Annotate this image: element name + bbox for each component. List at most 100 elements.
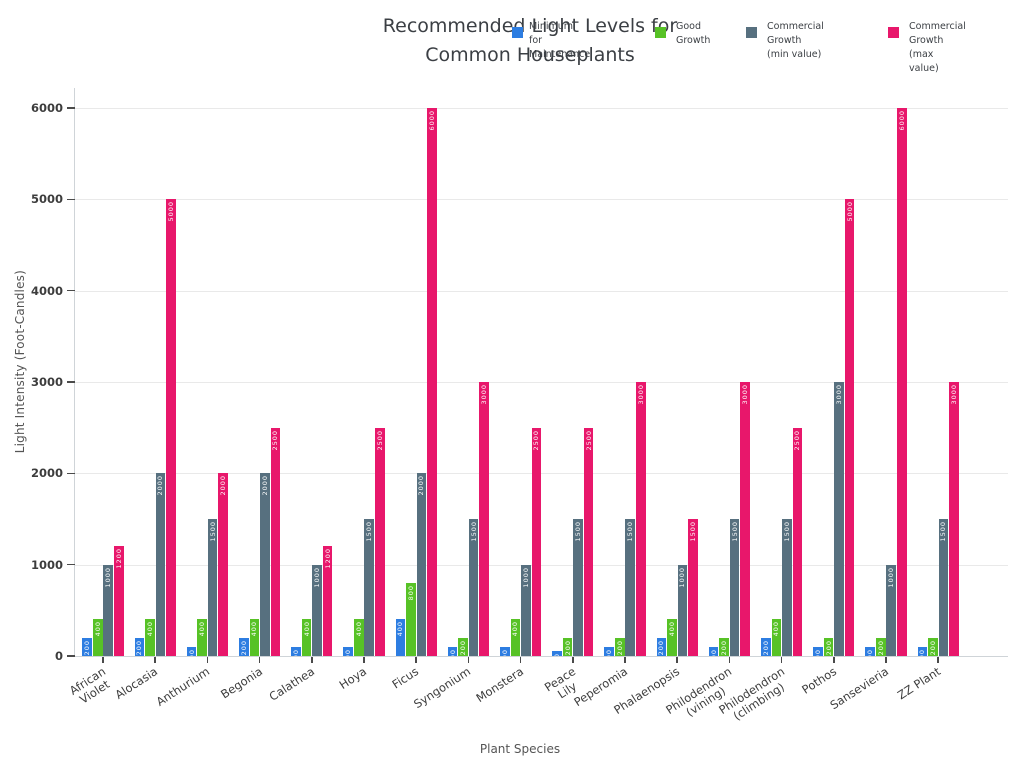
x-tick-label: Hoya <box>336 664 370 692</box>
bar-value-label: 2000 <box>156 475 165 496</box>
bar-value-label: 3000 <box>741 384 750 405</box>
bar: 2500 <box>374 427 385 656</box>
bar-value-label: 400 <box>667 621 676 637</box>
bar: 400 <box>353 619 364 656</box>
legend-swatch-commercial-max <box>888 27 899 38</box>
bar-value-label: 200 <box>761 639 770 656</box>
bar: 100 <box>447 646 458 656</box>
bar-value-label: 2000 <box>219 475 228 496</box>
bar-value-label: 200 <box>459 639 468 656</box>
bar: 400 <box>510 619 521 656</box>
x-tick <box>572 657 574 663</box>
bar: 1500 <box>938 519 949 656</box>
bar-value-label: 1500 <box>782 521 791 542</box>
bar: 1200 <box>113 546 124 656</box>
bar: 400 <box>92 619 103 656</box>
bar-value-label: 50 <box>552 653 562 656</box>
x-tick <box>676 657 678 663</box>
bar: 1500 <box>688 519 698 656</box>
bar-value-label: 1000 <box>887 566 896 588</box>
bar-value-label: 3000 <box>636 384 645 405</box>
bar-value-label: 100 <box>187 649 197 656</box>
bar: 400 <box>395 619 406 656</box>
gridline <box>75 564 1008 566</box>
bar-value-label: 1200 <box>323 548 332 569</box>
y-tick <box>67 472 75 475</box>
bar: 1000 <box>312 564 322 656</box>
x-axis-spine <box>74 656 1008 657</box>
bar-value-label: 3000 <box>835 384 844 405</box>
bar: 200 <box>761 637 771 656</box>
x-tick <box>258 657 261 663</box>
bar: 1500 <box>364 519 375 656</box>
bar-value-label: 2500 <box>375 429 384 451</box>
bar-value-label: 2500 <box>793 429 802 451</box>
bar: 200 <box>823 637 834 656</box>
y-tick <box>67 198 75 201</box>
bar: 6000 <box>427 108 437 656</box>
bar-value-label: 2500 <box>584 429 593 451</box>
bar-value-label: 200 <box>928 639 937 656</box>
chart-title-line2: Common Houseplants <box>425 44 635 66</box>
bar-value-label: 1000 <box>521 566 530 588</box>
bar-value-label: 200 <box>720 639 729 656</box>
bar-value-label: 100 <box>291 649 301 656</box>
bar: 5000 <box>844 199 855 656</box>
bar-value-label: 400 <box>396 621 405 637</box>
bar: 400 <box>197 619 207 656</box>
x-tick <box>206 657 209 663</box>
y-tick <box>67 107 75 109</box>
bar: 200 <box>458 637 468 656</box>
y-tick <box>67 289 75 292</box>
bar-value-label: 1200 <box>114 548 123 569</box>
y-tick-label: 4000 <box>30 283 63 298</box>
bar-value-label: 400 <box>250 621 259 637</box>
bar: 3000 <box>949 382 959 656</box>
x-tick <box>519 657 522 663</box>
bar-value-label: 400 <box>198 621 207 637</box>
bar: 2500 <box>792 427 803 656</box>
bar-value-label: 1500 <box>626 521 635 542</box>
x-tick <box>363 657 365 663</box>
x-tick-label: Syngonium <box>411 664 474 712</box>
y-tick <box>67 655 75 657</box>
legend-swatch-minimum <box>512 27 523 38</box>
y-tick-label: 6000 <box>30 101 63 115</box>
bar: 400 <box>249 619 260 656</box>
chart-title-line1: Recommended Light Levels for <box>382 15 678 37</box>
x-tick <box>728 657 731 663</box>
x-tick-label: Monstera <box>473 664 526 706</box>
y-tick-label: 1000 <box>30 557 63 572</box>
bar: 2500 <box>583 427 594 656</box>
bar-value-label: 2500 <box>271 429 280 451</box>
bar-value-label: 200 <box>876 639 885 656</box>
bar: 1500 <box>207 519 218 656</box>
bar: 50 <box>552 651 562 656</box>
bar-value-label: 400 <box>354 621 363 637</box>
x-axis-title: Plant Species <box>479 742 561 756</box>
y-tick <box>67 563 75 566</box>
x-tick <box>937 657 939 663</box>
bar: 100 <box>708 646 719 656</box>
bar: 100 <box>291 646 301 656</box>
gridline <box>75 199 1008 201</box>
bar: 1000 <box>521 564 531 656</box>
bar-value-label: 800 <box>406 584 415 601</box>
gridline <box>75 382 1008 383</box>
bar-value-label: 1500 <box>208 521 217 542</box>
bar: 1500 <box>729 519 740 656</box>
bar-value-label: 200 <box>824 639 833 656</box>
bar: 200 <box>134 637 145 656</box>
x-tick <box>885 657 887 663</box>
bar: 2000 <box>218 473 228 656</box>
bar-value-label: 6000 <box>897 110 906 131</box>
bar-value-label: 200 <box>657 639 666 656</box>
x-tick-label: ZZ Plant <box>895 664 944 703</box>
bar-value-label: 100 <box>813 649 823 656</box>
gridline <box>75 473 1008 475</box>
bar: 100 <box>813 646 823 656</box>
bar-value-label: 400 <box>145 621 154 637</box>
bar-value-label: 100 <box>604 649 614 656</box>
legend-label: Commercial Growth (min value) <box>767 21 824 60</box>
